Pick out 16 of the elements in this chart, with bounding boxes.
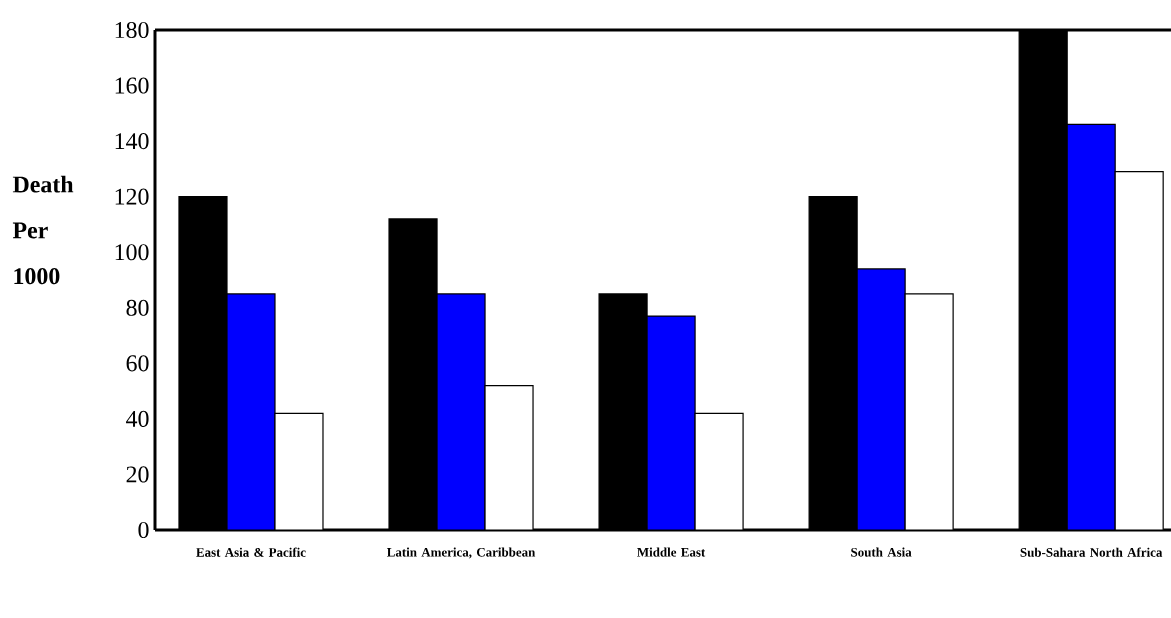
x-tick-label: East Asia & Pacific — [196, 547, 306, 557]
y-tick-label: 100 — [115, 244, 149, 261]
y-tick-label: 160 — [115, 77, 149, 94]
y-tick-label: 80 — [126, 299, 149, 316]
y-tick-label: 140 — [115, 133, 149, 150]
y-tick-label: 120 — [115, 188, 149, 205]
y-tick-label: 40 — [126, 410, 149, 427]
y-tick-label: 20 — [126, 466, 149, 483]
x-tick-label: South Asia — [851, 547, 912, 557]
y-tick-label: 60 — [126, 355, 149, 372]
x-tick-label: Latin America, Caribbean — [386, 547, 536, 559]
x-tick-label: Sub-Sahara North Africa — [1020, 547, 1163, 557]
text: Death Per 1000 — [12, 175, 74, 285]
x-tick-label: Middle East — [637, 547, 706, 557]
y-tick-label: 0 — [138, 521, 149, 539]
y-tick-label: 180 — [115, 21, 149, 39]
